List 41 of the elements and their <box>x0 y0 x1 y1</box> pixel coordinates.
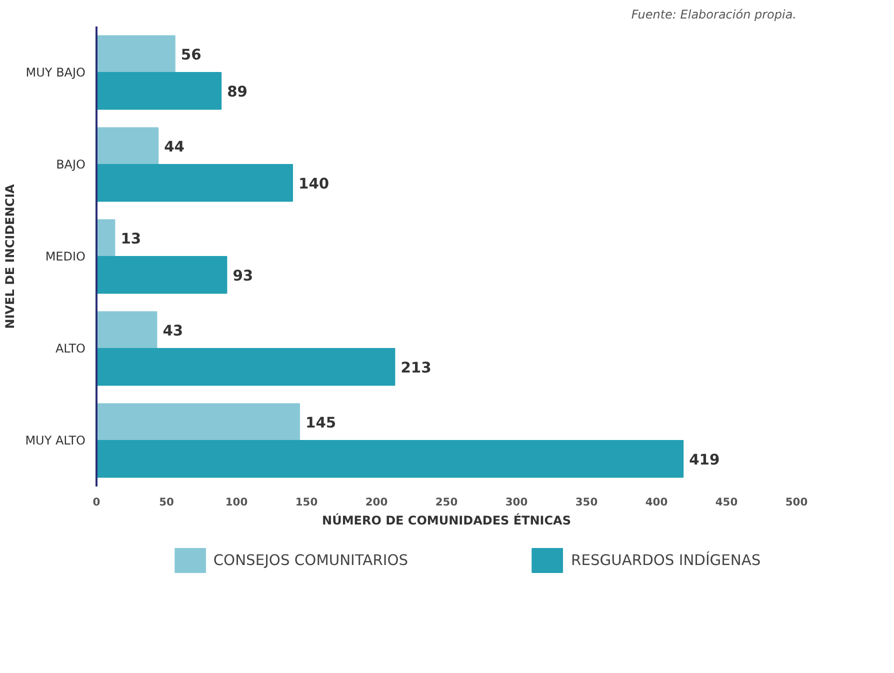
bar <box>96 403 300 441</box>
bar <box>96 35 176 73</box>
bar <box>96 348 396 386</box>
x-tick-label: 50 <box>159 496 174 508</box>
data-label: 56 <box>180 46 202 64</box>
data-label: 93 <box>232 267 254 284</box>
y-tick-label: MUY BAJO <box>26 66 86 80</box>
x-tick-label: 500 <box>785 496 808 508</box>
bar <box>96 164 293 202</box>
data-label: 145 <box>306 414 336 432</box>
x-tick-label: 100 <box>225 496 248 508</box>
x-tick-label: 0 <box>92 496 100 508</box>
bar <box>96 219 116 257</box>
x-axis-title: NÚMERO DE COMUNIDADES ÉTNICAS <box>322 512 571 528</box>
y-tick-label: MUY ALTO <box>25 434 86 448</box>
data-label: 140 <box>298 175 330 192</box>
bar <box>96 72 222 110</box>
data-label: 213 <box>400 359 432 376</box>
y-tick-label: MEDIO <box>45 250 86 264</box>
data-label: 13 <box>120 230 142 248</box>
x-tick-label: 450 <box>715 496 738 508</box>
data-label: 89 <box>227 83 248 100</box>
bar <box>96 440 684 478</box>
data-label: 43 <box>162 322 184 340</box>
y-axis-title: NIVEL DE INCIDENCIA <box>3 183 18 329</box>
source-note: Fuente: Elaboración propia. <box>631 8 797 22</box>
x-tick-label: 350 <box>575 496 598 508</box>
y-tick-label: ALTO <box>55 342 86 356</box>
x-tick-label: 250 <box>435 496 458 508</box>
bar <box>96 127 159 165</box>
data-label: 44 <box>164 138 185 156</box>
legend-label: RESGUARDOS INDÍGENAS <box>571 552 761 568</box>
x-tick-label: 150 <box>295 496 318 508</box>
x-tick-label: 400 <box>645 496 668 508</box>
bar <box>96 256 228 294</box>
legend-label: CONSEJOS COMUNITARIOS <box>213 552 408 568</box>
x-tick-label: 300 <box>505 496 528 508</box>
data-label: 419 <box>689 451 720 468</box>
y-tick-label: BAJO <box>56 158 86 172</box>
bar <box>96 311 158 349</box>
x-tick-label: 200 <box>365 496 388 508</box>
